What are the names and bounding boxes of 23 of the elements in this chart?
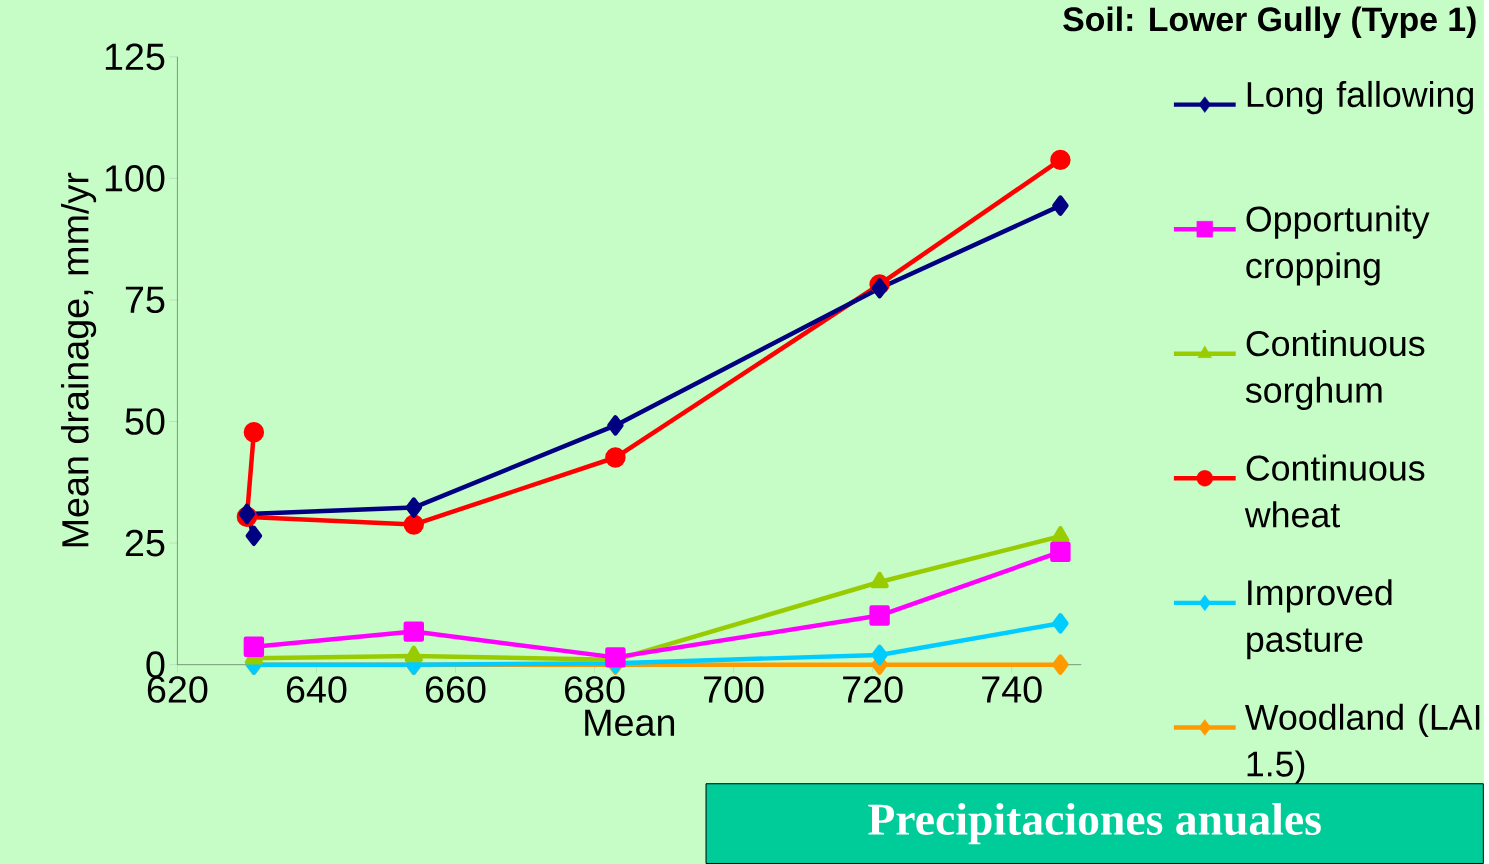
legend-label: Continuous sorghum — [1245, 330, 1425, 411]
y-tick-label: 0 — [146, 651, 165, 679]
text: Precipitaciones anuales — [868, 802, 1321, 845]
x-tick-label: 740 — [982, 676, 1042, 703]
y-tick-label: 75 — [125, 286, 165, 314]
legend-label: Improved pasture — [1247, 579, 1392, 660]
y-tick-label: 100 — [105, 165, 165, 192]
y-tick-label: 125 — [105, 43, 165, 71]
x-tick-label: 620 — [147, 676, 208, 703]
y-tick-label: 25 — [125, 529, 165, 557]
x-tick-label: 680 — [565, 676, 625, 703]
x-tick-label: 700 — [704, 676, 764, 703]
y-axis-title: Mean drainage, mm/yr — [60, 172, 97, 547]
x-axis-title: Mean — [585, 709, 675, 737]
legend-label: Opportunity cropping — [1246, 205, 1430, 286]
x-tick-label: 660 — [425, 676, 486, 703]
x-tick-label: 640 — [286, 676, 347, 703]
legend-label: Continuous wheat — [1244, 454, 1425, 528]
legend-label: Woodland (LAI 1.5) — [1245, 703, 1480, 784]
legend-label: Long fallowing — [1247, 80, 1473, 115]
x-tick-label: 720 — [843, 676, 903, 703]
text: Soil: Lower Gully (Type 1) — [1063, 6, 1476, 38]
y-tick-label: 50 — [125, 408, 165, 435]
